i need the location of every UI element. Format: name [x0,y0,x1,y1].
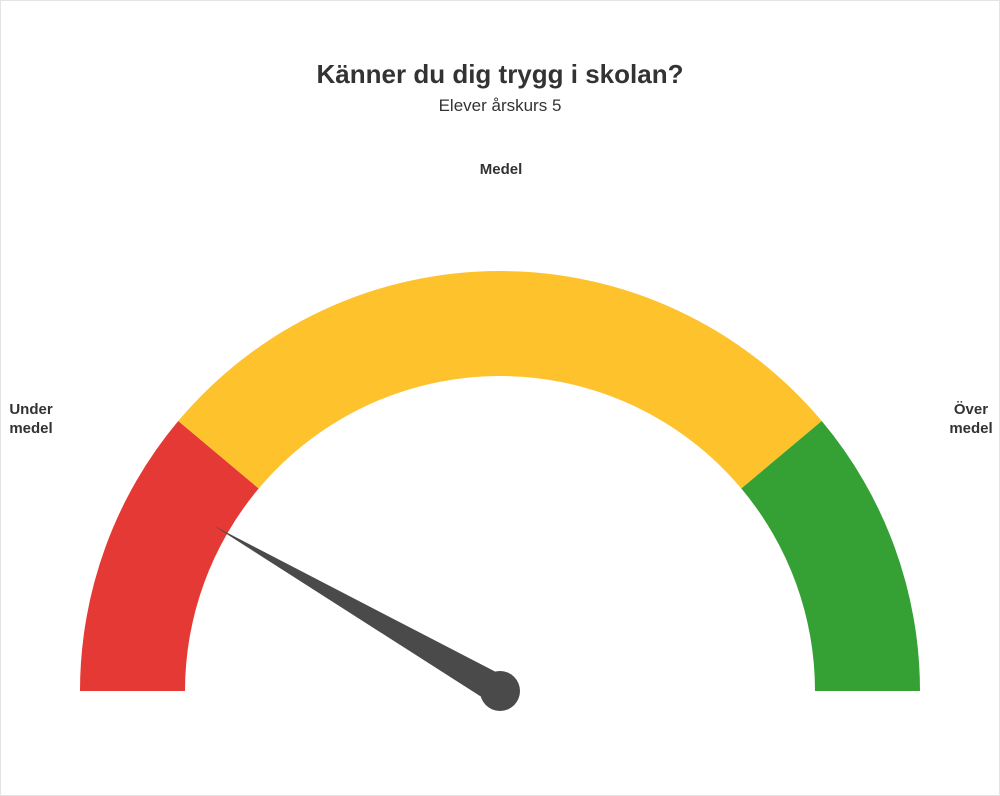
chart-frame: Känner du dig trygg i skolan? Elever års… [0,0,1000,796]
titles: Känner du dig trygg i skolan? Elever års… [1,59,999,116]
gauge-svg [60,251,940,711]
gauge-label-over-medel: Över medel [911,401,1000,439]
gauge-label-medel: Medel [441,161,561,180]
chart-title: Känner du dig trygg i skolan? [1,59,999,90]
gauge-label-under-medel: Under medel [0,401,91,439]
gauge [60,251,940,711]
chart-subtitle: Elever årskurs 5 [1,96,999,116]
gauge-segment [178,271,821,489]
gauge-hub [480,671,520,711]
gauge-needle [214,526,507,704]
